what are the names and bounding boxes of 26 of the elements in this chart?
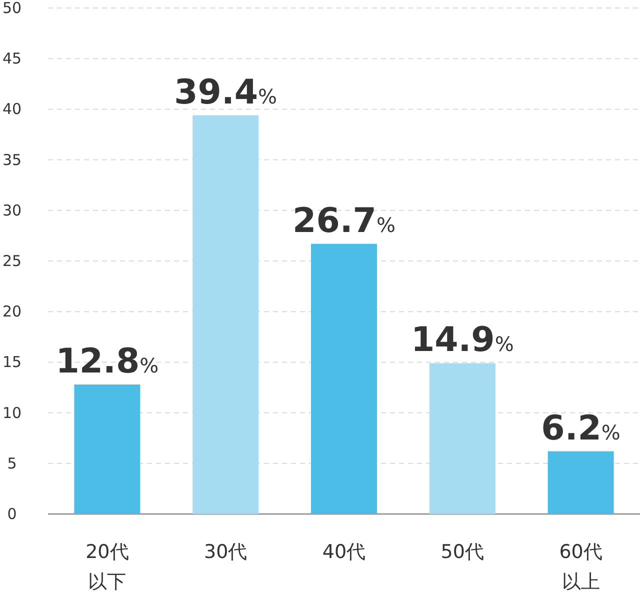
bar — [548, 451, 614, 514]
y-tick-label: 25 — [2, 252, 22, 270]
bar — [311, 244, 377, 514]
y-tick-label: 45 — [2, 50, 22, 68]
y-tick-label: 5 — [7, 454, 17, 472]
x-tick-label: 30代 — [204, 541, 248, 563]
x-tick-label: 40代 — [322, 541, 366, 563]
data-label: 6.2% — [541, 408, 620, 448]
y-tick-label: 30 — [2, 201, 22, 220]
y-tick-label: 20 — [2, 302, 22, 321]
y-tick-label: 40 — [2, 100, 22, 118]
bar — [192, 115, 259, 514]
x-tick-label: 50代 — [440, 541, 484, 563]
y-tick-label: 50 — [2, 0, 22, 17]
y-tick-label: 35 — [2, 150, 22, 169]
data-label: 12.8% — [56, 341, 159, 382]
data-label: 14.9% — [410, 320, 514, 360]
y-tick-label: 0 — [7, 505, 17, 523]
bar — [74, 384, 140, 514]
bar — [429, 363, 496, 514]
data-label: 26.7% — [292, 200, 396, 241]
y-tick-label: 10 — [2, 404, 22, 422]
x-tick-label: 20代以下 — [86, 541, 129, 593]
x-tick-label: 60代以上 — [559, 541, 602, 593]
data-label: 39.4% — [174, 72, 278, 112]
y-tick-label: 15 — [2, 353, 22, 372]
